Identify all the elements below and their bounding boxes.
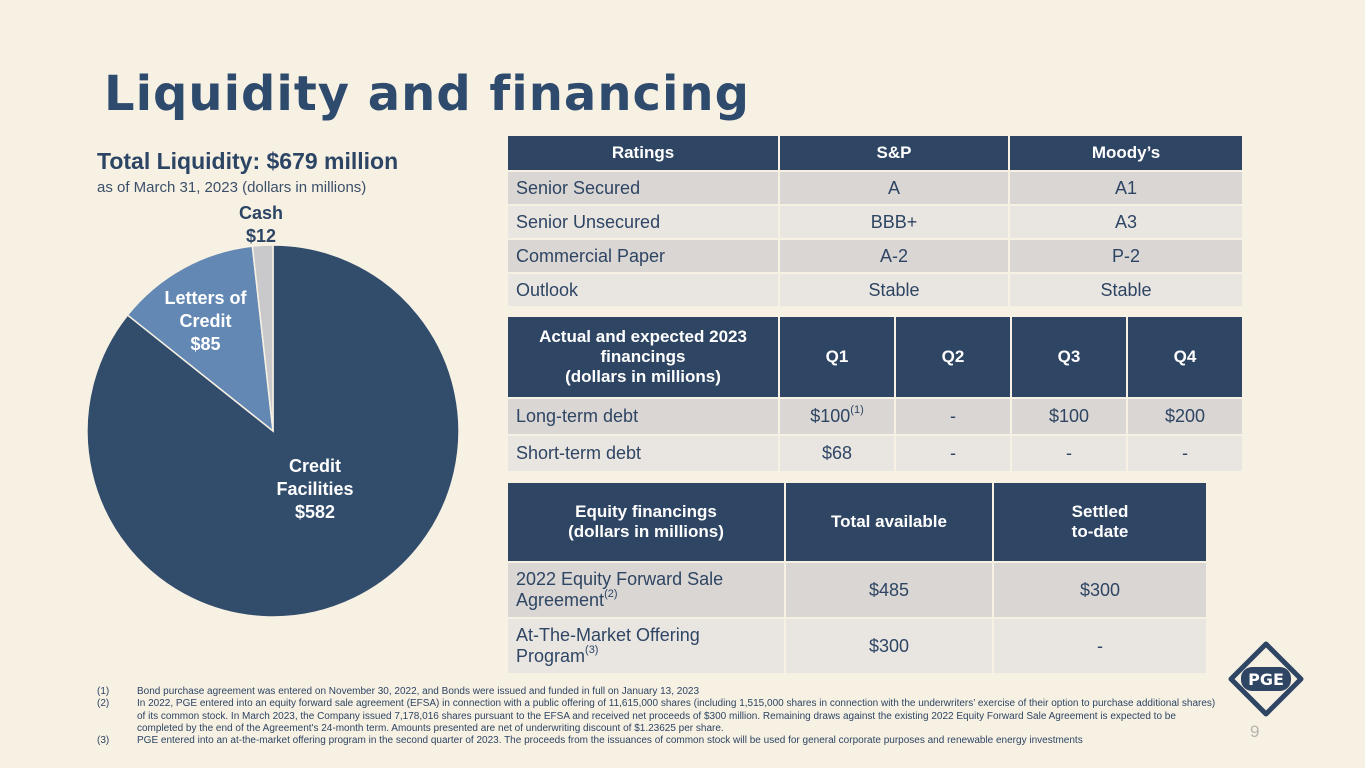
settled-value: -: [994, 619, 1206, 673]
rating-category: Commercial Paper: [508, 240, 778, 272]
q1-amount: $100: [810, 406, 851, 426]
footnote-ref: (1): [850, 404, 864, 416]
q4-value: $200: [1128, 399, 1242, 434]
table-row: Outlook Stable Stable: [508, 274, 1242, 306]
moodys-rating: P-2: [1010, 240, 1242, 272]
table-row: 2022 Equity Forward Sale Agreement(2) $4…: [508, 563, 1206, 617]
ratings-header: Ratings: [508, 136, 778, 170]
financing-type: Long-term debt: [508, 399, 778, 434]
financings-header-line2: financings: [600, 347, 686, 366]
ratings-table: Ratings S&P Moody’s Senior Secured A A1 …: [506, 134, 1244, 308]
q1-value: $100(1): [780, 399, 894, 434]
rating-category: Senior Unsecured: [508, 206, 778, 238]
rating-category: Outlook: [508, 274, 778, 306]
rating-category: Senior Secured: [508, 172, 778, 204]
equity-table: Equity financings (dollars in millions) …: [506, 481, 1208, 675]
financings-table: Actual and expected 2023 financings (dol…: [506, 315, 1244, 473]
equity-header-line2: (dollars in millions): [568, 522, 724, 541]
moodys-rating: Stable: [1010, 274, 1242, 306]
q3-value: $100: [1012, 399, 1126, 434]
pie-label-letters-of-credit: Letters of Credit $85: [148, 287, 263, 356]
equity-program-line2: Program(3): [516, 644, 776, 667]
logo-text: PGE: [1248, 670, 1284, 689]
liquidity-heading: Total Liquidity: $679 million: [97, 148, 399, 174]
page-number: 9: [1250, 722, 1260, 741]
equity-program-line1: 2022 Equity Forward Sale: [516, 569, 724, 589]
equity-program: At-The-Market Offering Program(3): [508, 619, 784, 673]
pie-label-letters-of-credit-value: $85: [190, 334, 221, 354]
footnote: (3) PGE entered into an at-the-market of…: [97, 735, 1222, 747]
q3-header: Q3: [1012, 317, 1126, 397]
footnote-number: (1): [97, 686, 110, 697]
sp-rating: A: [780, 172, 1008, 204]
pie-label-cash: Cash $12: [221, 202, 301, 248]
pge-logo: PGE: [1228, 641, 1304, 717]
settled-header: Settled to-date: [994, 483, 1206, 561]
q3-value: -: [1012, 436, 1126, 471]
q1-amount: $68: [821, 443, 853, 463]
settled-header-line2: to-date: [1071, 522, 1129, 541]
sp-rating: BBB+: [780, 206, 1008, 238]
pie-label-cash-name: Cash: [238, 203, 283, 223]
equity-program-line2: Agreement(2): [516, 588, 776, 611]
table-row: Commercial Paper A-2 P-2: [508, 240, 1242, 272]
table-row: Senior Unsecured BBB+ A3: [508, 206, 1242, 238]
footnote-ref: (3): [585, 644, 599, 656]
q1-value: $68: [780, 436, 894, 471]
footnote-number: (2): [97, 698, 110, 710]
footnote-number: (3): [97, 735, 110, 747]
q1-header: Q1: [780, 317, 894, 397]
moodys-rating: A3: [1010, 206, 1242, 238]
footnotes: (1) Bond purchase agreement was entered …: [97, 686, 1222, 747]
financings-header: Actual and expected 2023 financings (dol…: [508, 317, 778, 397]
pie-label-credit-facilities-name: Credit Facilities: [276, 456, 354, 499]
q4-header: Q4: [1128, 317, 1242, 397]
footnote-text: Bond purchase agreement was entered on N…: [137, 686, 700, 697]
q2-value: -: [896, 399, 1010, 434]
q4-value: -: [1128, 436, 1242, 471]
financings-header-line1: Actual and expected 2023: [539, 327, 747, 346]
table-row: Senior Secured A A1: [508, 172, 1242, 204]
pie-slice-cash: [251, 244, 274, 432]
table-row: Long-term debt $100(1) - $100 $200: [508, 399, 1242, 434]
equity-program-line1: At-The-Market Offering: [516, 625, 700, 645]
equity-program-line2-text: Program: [516, 646, 586, 666]
settled-header-line1: Settled: [1071, 502, 1129, 521]
footnote: (2) In 2022, PGE entered into an equity …: [97, 698, 1222, 735]
moodys-header: Moody’s: [1010, 136, 1242, 170]
equity-header: Equity financings (dollars in millions): [508, 483, 784, 561]
table-row: At-The-Market Offering Program(3) $300 -: [508, 619, 1206, 673]
moodys-rating: A1: [1010, 172, 1242, 204]
pie-label-cash-value: $12: [245, 226, 277, 246]
page-title: Liquidity and financing: [104, 66, 750, 122]
equity-program: 2022 Equity Forward Sale Agreement(2): [508, 563, 784, 617]
pie-label-letters-of-credit-name: Letters of Credit: [164, 288, 247, 331]
total-available-value: $300: [786, 619, 992, 673]
q2-header: Q2: [896, 317, 1010, 397]
footnote-text: PGE entered into an at-the-market offeri…: [137, 735, 1083, 747]
liquidity-subheading: as of March 31, 2023 (dollars in million…: [97, 179, 367, 196]
q2-value: -: [896, 436, 1010, 471]
footnote-text: In 2022, PGE entered into an equity forw…: [137, 698, 1216, 734]
settled-value: $300: [994, 563, 1206, 617]
table-row: Short-term debt $68 - - -: [508, 436, 1242, 471]
footnote-ref: (2): [604, 588, 618, 600]
sp-rating: Stable: [780, 274, 1008, 306]
financing-type: Short-term debt: [508, 436, 778, 471]
total-available-header: Total available: [786, 483, 992, 561]
liquidity-pie-chart: [86, 244, 460, 618]
footnote: (1) Bond purchase agreement was entered …: [97, 686, 1222, 698]
financings-header-line3: (dollars in millions): [565, 367, 721, 386]
pie-slice-letters-of-credit: [126, 245, 274, 433]
pie-label-credit-facilities: Credit Facilities $582: [255, 455, 375, 524]
equity-header-line1: Equity financings: [575, 502, 717, 521]
total-available-value: $485: [786, 563, 992, 617]
pie-label-credit-facilities-value: $582: [294, 502, 336, 522]
sp-header: S&P: [780, 136, 1008, 170]
sp-rating: A-2: [780, 240, 1008, 272]
equity-program-line2-text: Agreement: [516, 590, 605, 610]
